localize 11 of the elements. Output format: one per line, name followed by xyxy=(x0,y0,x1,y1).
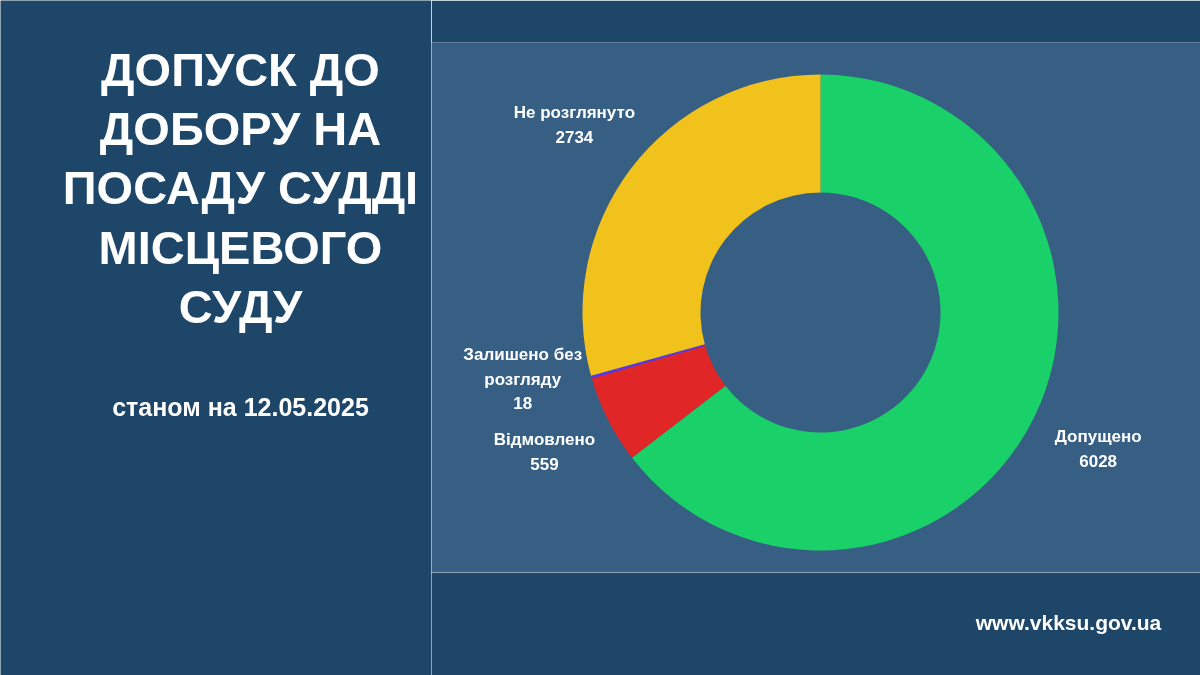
slice-label: Не розглянуто xyxy=(513,103,636,123)
data-label: 6028 xyxy=(1079,451,1118,471)
slice-label: Залишено без розгляду xyxy=(463,345,583,389)
data-label: 559 xyxy=(530,455,559,475)
data-label: 2734 xyxy=(555,127,594,147)
slice-label: Відмовлено xyxy=(493,430,596,450)
text: ДОПУСК ДО ДОБОРУ НА ПОСАДУ СУДДІ МІСЦЕВОГО СУДУ xyxy=(62,42,419,333)
slice-label: Допущено xyxy=(1054,427,1142,447)
text: станом на 12.05.2025 xyxy=(112,392,369,421)
text: www.vkksu.gov.ua xyxy=(974,611,1162,634)
data-label: 18 xyxy=(513,394,533,414)
